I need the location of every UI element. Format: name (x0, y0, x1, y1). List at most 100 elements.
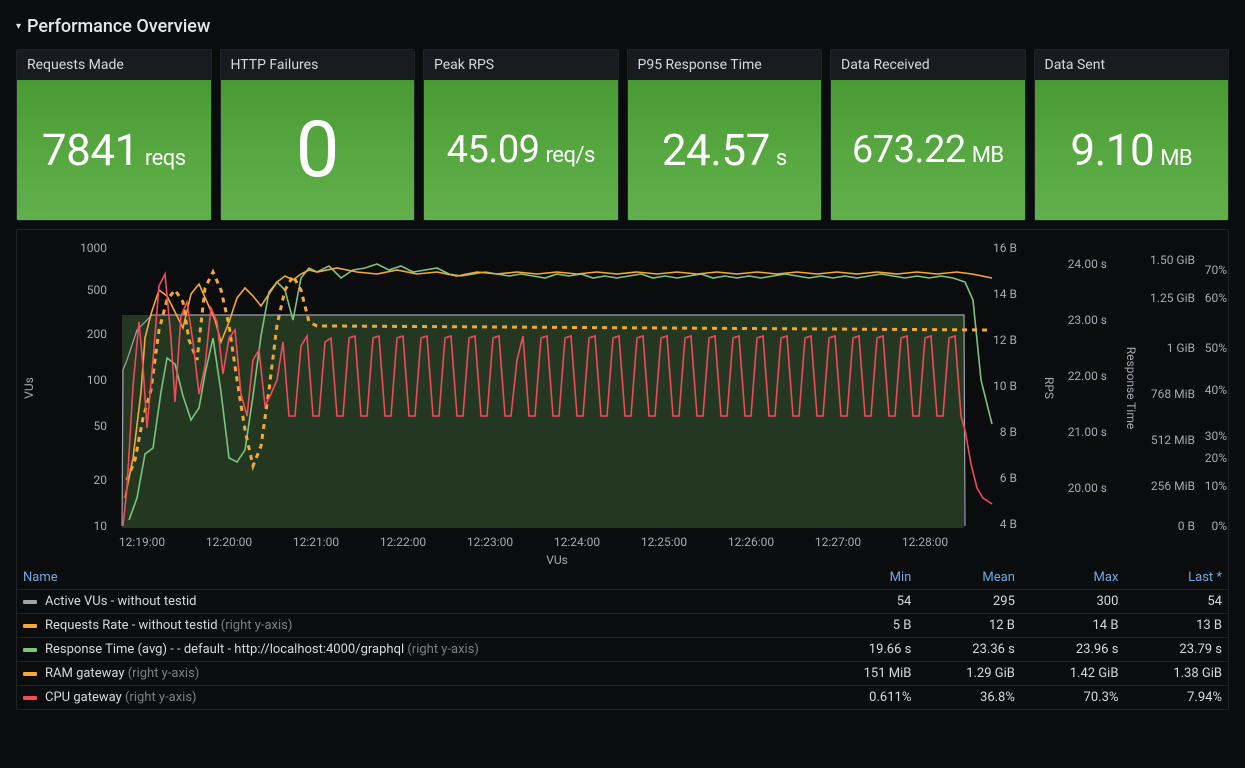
stat-title: Requests Made (17, 50, 211, 80)
legend-min: 151 MiB (815, 662, 917, 686)
legend-header[interactable]: Max (1021, 566, 1125, 590)
svg-text:10: 10 (94, 519, 108, 533)
legend-name: Requests Rate - without testid (right y-… (17, 614, 815, 638)
stat-body: 0 (221, 80, 415, 220)
chevron-down-icon: ▾ (16, 21, 21, 32)
svg-text:200: 200 (87, 327, 107, 341)
stat-body: 7841reqs (17, 80, 211, 220)
stat-panel[interactable]: Requests Made 7841reqs (16, 49, 212, 221)
legend-max: 23.96 s (1021, 638, 1125, 662)
svg-text:4 B: 4 B (1000, 517, 1017, 531)
svg-text:20: 20 (94, 473, 108, 487)
legend-header[interactable]: Min (815, 566, 917, 590)
legend-row[interactable]: RAM gateway (right y-axis) 151 MiB 1.29 … (17, 662, 1228, 686)
legend-swatch (23, 696, 37, 700)
section-title: Performance Overview (27, 16, 210, 37)
legend-mean: 295 (917, 590, 1021, 614)
stat-value: 673.22MB (852, 128, 1004, 172)
svg-text:10 B: 10 B (993, 379, 1017, 393)
svg-text:40%: 40% (1205, 383, 1227, 397)
svg-text:1000: 1000 (80, 241, 107, 255)
svg-text:23.00 s: 23.00 s (1068, 313, 1107, 327)
legend-min: 19.66 s (815, 638, 917, 662)
legend-min: 0.611% (815, 686, 917, 710)
svg-text:24.00 s: 24.00 s (1068, 257, 1107, 271)
stat-unit: MB (972, 143, 1004, 168)
svg-text:Response Time: Response Time (1124, 347, 1138, 429)
legend-mean: 36.8% (917, 686, 1021, 710)
svg-text:1.50 GiB: 1.50 GiB (1150, 253, 1195, 267)
legend-max: 14 B (1021, 614, 1125, 638)
stat-title: Data Received (831, 50, 1025, 80)
svg-text:1.25 GiB: 1.25 GiB (1150, 291, 1195, 305)
stat-title: HTTP Failures (221, 50, 415, 80)
svg-text:20%: 20% (1205, 451, 1227, 465)
legend-mean: 12 B (917, 614, 1021, 638)
legend-swatch (23, 672, 37, 676)
svg-text:VUs: VUs (546, 553, 568, 566)
stat-panel[interactable]: HTTP Failures 0 (220, 49, 416, 221)
svg-text:12:20:00: 12:20:00 (206, 535, 253, 549)
svg-text:0%: 0% (1211, 519, 1227, 533)
stat-unit: req/s (546, 143, 595, 168)
section-header[interactable]: ▾ Performance Overview (16, 8, 1229, 49)
svg-text:60%: 60% (1205, 291, 1227, 305)
stat-panel[interactable]: Data Sent 9.10MB (1034, 49, 1230, 221)
svg-text:50%: 50% (1205, 341, 1227, 355)
stat-value: 0 (296, 105, 339, 196)
svg-text:20.00 s: 20.00 s (1068, 481, 1107, 495)
legend-name: Response Time (avg) - - default - http:/… (17, 638, 815, 662)
legend-swatch (23, 624, 37, 628)
svg-text:768 MiB: 768 MiB (1151, 387, 1195, 401)
svg-text:1 GiB: 1 GiB (1167, 341, 1195, 355)
stat-body: 9.10MB (1035, 80, 1229, 220)
legend-swatch (23, 600, 37, 604)
svg-text:30%: 30% (1205, 429, 1227, 443)
svg-text:12:27:00: 12:27:00 (815, 535, 862, 549)
svg-text:12:19:00: 12:19:00 (119, 535, 166, 549)
legend-min: 5 B (815, 614, 917, 638)
legend-name: Active VUs - without testid (17, 590, 815, 614)
svg-text:8 B: 8 B (1000, 425, 1017, 439)
svg-text:VUs: VUs (22, 377, 36, 399)
legend-header[interactable]: Mean (917, 566, 1021, 590)
svg-text:512 MiB: 512 MiB (1151, 433, 1195, 447)
legend-last: 23.79 s (1124, 638, 1228, 662)
svg-text:14 B: 14 B (993, 287, 1017, 301)
legend-table: NameMinMeanMaxLast * Active VUs - withou… (17, 566, 1228, 709)
stat-value: 7841reqs (42, 124, 186, 176)
legend-last: 54 (1124, 590, 1228, 614)
svg-text:0 B: 0 B (1178, 519, 1195, 533)
stat-panel[interactable]: Peak RPS 45.09req/s (423, 49, 619, 221)
svg-text:RPS: RPS (1042, 377, 1056, 399)
legend-row[interactable]: Requests Rate - without testid (right y-… (17, 614, 1228, 638)
svg-text:12:24:00: 12:24:00 (554, 535, 601, 549)
stat-body: 24.57s (628, 80, 822, 220)
svg-text:256 MiB: 256 MiB (1151, 479, 1195, 493)
legend-min: 54 (815, 590, 917, 614)
svg-text:22.00 s: 22.00 s (1068, 369, 1107, 383)
legend-header[interactable]: Last * (1124, 566, 1228, 590)
legend-last: 1.38 GiB (1124, 662, 1228, 686)
stat-body: 673.22MB (831, 80, 1025, 220)
stat-value: 45.09req/s (447, 128, 595, 172)
legend-mean: 1.29 GiB (917, 662, 1021, 686)
svg-text:16 B: 16 B (993, 241, 1017, 255)
stat-value: 9.10MB (1070, 124, 1192, 176)
legend-row[interactable]: CPU gateway (right y-axis) 0.611% 36.8% … (17, 686, 1228, 710)
legend-header[interactable]: Name (17, 566, 815, 590)
svg-text:70%: 70% (1205, 263, 1227, 277)
svg-text:12:25:00: 12:25:00 (641, 535, 688, 549)
legend-row[interactable]: Active VUs - without testid 54 295 300 5… (17, 590, 1228, 614)
legend-row[interactable]: Response Time (avg) - - default - http:/… (17, 638, 1228, 662)
stat-body: 45.09req/s (424, 80, 618, 220)
stat-panel[interactable]: Data Received 673.22MB (830, 49, 1026, 221)
stat-title: Data Sent (1035, 50, 1229, 80)
svg-text:50: 50 (94, 419, 108, 433)
timeseries-chart[interactable]: 1000500200100502010VUs16 B14 B12 B10 B8 … (17, 230, 1228, 566)
stat-panel[interactable]: P95 Response Time 24.57s (627, 49, 823, 221)
legend-last: 13 B (1124, 614, 1228, 638)
stat-value: 24.57s (662, 124, 787, 176)
legend-swatch (23, 648, 37, 652)
svg-text:12:21:00: 12:21:00 (293, 535, 340, 549)
